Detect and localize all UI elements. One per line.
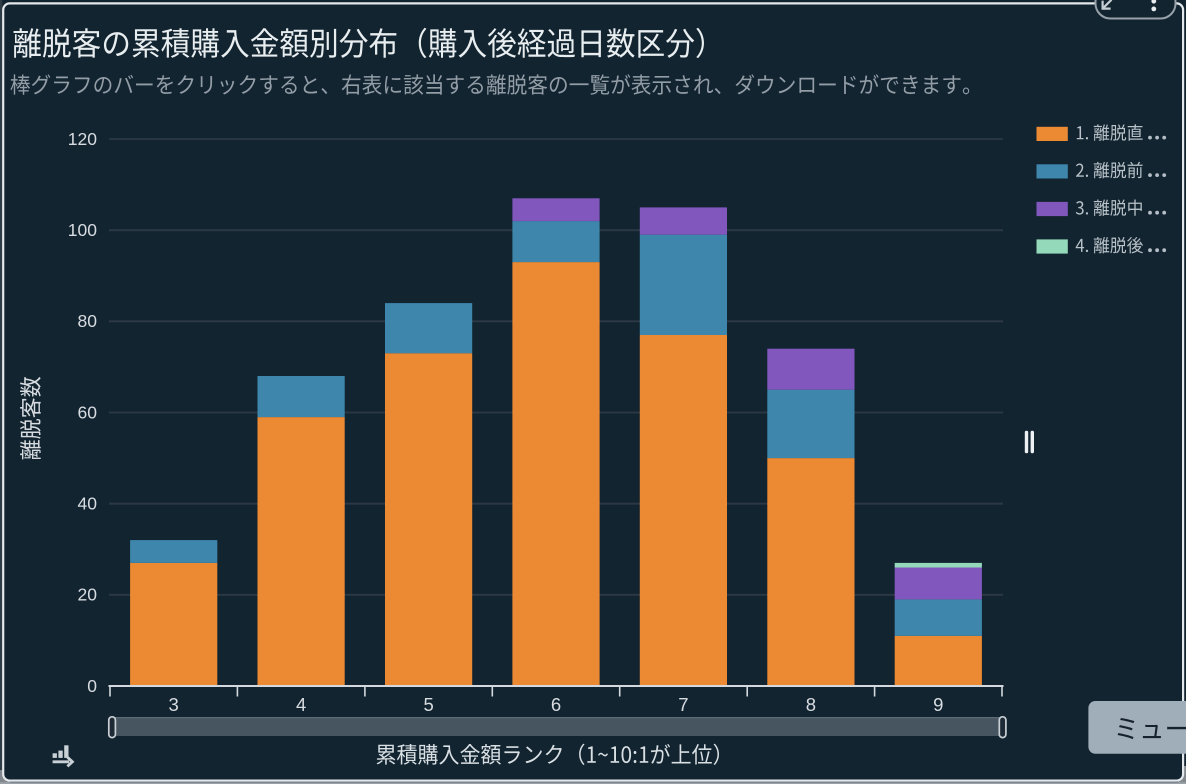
- svg-text:3: 3: [169, 694, 179, 715]
- svg-text:4: 4: [296, 694, 306, 715]
- svg-text:100: 100: [68, 220, 97, 240]
- svg-text:8: 8: [806, 694, 816, 715]
- svg-text:20: 20: [78, 585, 98, 605]
- svg-text:0: 0: [87, 676, 97, 696]
- svg-text:7: 7: [678, 694, 688, 715]
- svg-text:40: 40: [78, 494, 98, 514]
- svg-text:120: 120: [68, 129, 97, 149]
- svg-text:9: 9: [933, 694, 943, 715]
- svg-text:60: 60: [78, 402, 98, 422]
- svg-text:5: 5: [423, 694, 433, 715]
- svg-text:80: 80: [78, 311, 98, 331]
- svg-text:6: 6: [551, 694, 561, 715]
